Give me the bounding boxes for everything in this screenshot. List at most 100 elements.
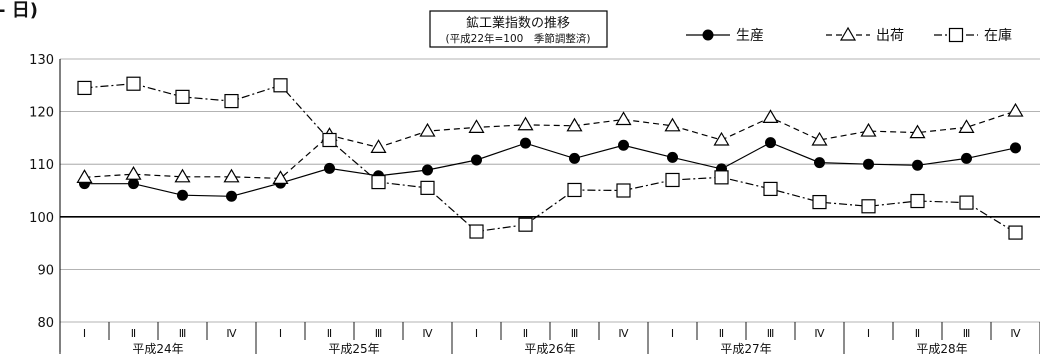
data-point-triangle	[125, 166, 142, 180]
data-point-square	[861, 199, 876, 214]
legend-marker-circle	[702, 29, 714, 41]
x-tick-label: Ⅲ	[571, 327, 579, 340]
y-tick-label-100: 100	[29, 211, 54, 226]
data-point-circle	[520, 137, 531, 149]
data-point-circle	[324, 162, 335, 174]
y-tick-label-130: 130	[29, 53, 54, 68]
data-point-triangle	[419, 122, 436, 137]
data-point-square	[126, 76, 141, 91]
data-point-triangle	[713, 131, 730, 146]
y-tick-label-120: 120	[29, 106, 54, 121]
x-axis: Ⅰ Ⅱ Ⅲ Ⅳ Ⅰ Ⅱ Ⅲ Ⅳ Ⅰ Ⅱ Ⅲ Ⅳ Ⅰ Ⅱ Ⅲ Ⅳ Ⅰ Ⅱ Ⅲ Ⅳ 平成24年 平成25年 平成26年 平成27年…	[59, 322, 1040, 356]
chart-title: 鉱工業指数の推移	[466, 15, 570, 31]
year-group-label: 平成25年	[328, 342, 379, 354]
x-tick-label: Ⅱ	[719, 327, 724, 340]
data-point-square	[616, 183, 631, 198]
year-group-label: 平成28年	[916, 342, 967, 354]
x-tick-label: Ⅰ	[279, 327, 282, 340]
data-point-triangle	[517, 116, 534, 131]
y-tick-label-90: 90	[37, 263, 54, 278]
data-point-triangle	[811, 131, 828, 146]
data-point-square	[1008, 225, 1023, 240]
data-point-circle	[814, 157, 825, 169]
year-group-label: 平成24年	[132, 342, 183, 354]
x-tick-label: Ⅰ	[867, 327, 870, 340]
x-tick-label: Ⅱ	[523, 327, 528, 340]
data-point-square	[77, 80, 92, 96]
x-tick-label: Ⅱ	[131, 327, 136, 340]
data-point-triangle	[615, 111, 632, 126]
x-tick-label: Ⅲ	[179, 327, 187, 340]
x-tick-label: Ⅰ	[671, 327, 674, 340]
x-tick-label: Ⅰ	[475, 327, 478, 340]
data-point-square	[714, 170, 729, 185]
y-tick-label-80: 80	[37, 316, 54, 331]
data-point-square	[567, 182, 582, 198]
series-lines	[84, 83, 1016, 234]
data-point-circle	[128, 178, 139, 190]
data-point-triangle	[566, 117, 583, 132]
legend-label: 生産	[736, 28, 764, 44]
data-point-square	[175, 89, 190, 104]
year-group-label: 平成26年	[524, 342, 575, 354]
axes: 80 90 100 110 120 130	[29, 53, 61, 352]
data-point-triangle	[174, 168, 191, 183]
x-tick-label: Ⅳ	[618, 327, 629, 340]
data-point-triangle	[370, 139, 387, 153]
x-tick-label: Ⅳ	[422, 327, 433, 340]
legend: 生産 出荷 在庫	[686, 26, 1012, 44]
data-point-square	[763, 181, 778, 197]
series-line-triangle	[84, 110, 1016, 180]
legend-label: 在庫	[984, 27, 1012, 44]
data-point-triangle	[272, 170, 289, 185]
series-markers	[76, 76, 1024, 240]
x-tick-label: Ⅳ	[814, 327, 825, 340]
data-point-circle	[863, 158, 874, 170]
data-point-circle	[667, 151, 678, 163]
data-point-circle	[569, 152, 580, 164]
data-point-circle	[765, 137, 776, 149]
data-point-square	[273, 78, 288, 93]
data-point-triangle	[958, 119, 975, 133]
x-tick-label: Ⅳ	[226, 327, 237, 340]
x-tick-label: Ⅱ	[327, 327, 332, 340]
data-point-square	[518, 217, 533, 232]
data-point-circle	[177, 189, 188, 201]
data-point-triangle	[223, 168, 240, 183]
data-point-square	[224, 93, 239, 109]
y-tick-label-110: 110	[29, 158, 54, 173]
data-point-square	[371, 174, 386, 190]
data-point-triangle	[909, 124, 926, 139]
data-point-square	[959, 195, 974, 210]
data-point-circle	[961, 152, 972, 164]
x-tick-label: Ⅳ	[1010, 327, 1021, 340]
data-point-triangle	[1007, 102, 1024, 117]
data-point-triangle	[76, 169, 93, 183]
data-point-square	[322, 132, 337, 148]
legend-marker-triangle	[839, 26, 857, 41]
data-point-triangle	[762, 109, 779, 123]
data-point-square	[420, 180, 435, 195]
data-point-square	[910, 193, 925, 209]
x-tick-label: Ⅲ	[767, 327, 775, 340]
data-point-triangle	[468, 119, 485, 133]
data-point-circle	[422, 164, 433, 176]
title-box	[429, 10, 608, 48]
page-fragment-text: - 日)	[0, 0, 38, 21]
data-point-circle	[226, 190, 237, 202]
x-tick-label: Ⅲ	[375, 327, 383, 340]
x-tick-label: Ⅱ	[915, 327, 920, 340]
x-tick-label: Ⅲ	[963, 327, 971, 340]
gridlines	[60, 58, 1040, 323]
series-line-circle	[84, 141, 1016, 197]
data-point-square	[469, 224, 484, 239]
chart-subtitle: (平成22年=100 季節調整済)	[446, 32, 591, 45]
data-point-triangle	[860, 122, 877, 137]
legend-label: 出荷	[876, 28, 904, 44]
data-point-circle	[912, 159, 923, 171]
legend-marker-square	[948, 27, 964, 43]
year-group-label: 平成27年	[720, 342, 771, 354]
data-point-square	[665, 172, 680, 188]
